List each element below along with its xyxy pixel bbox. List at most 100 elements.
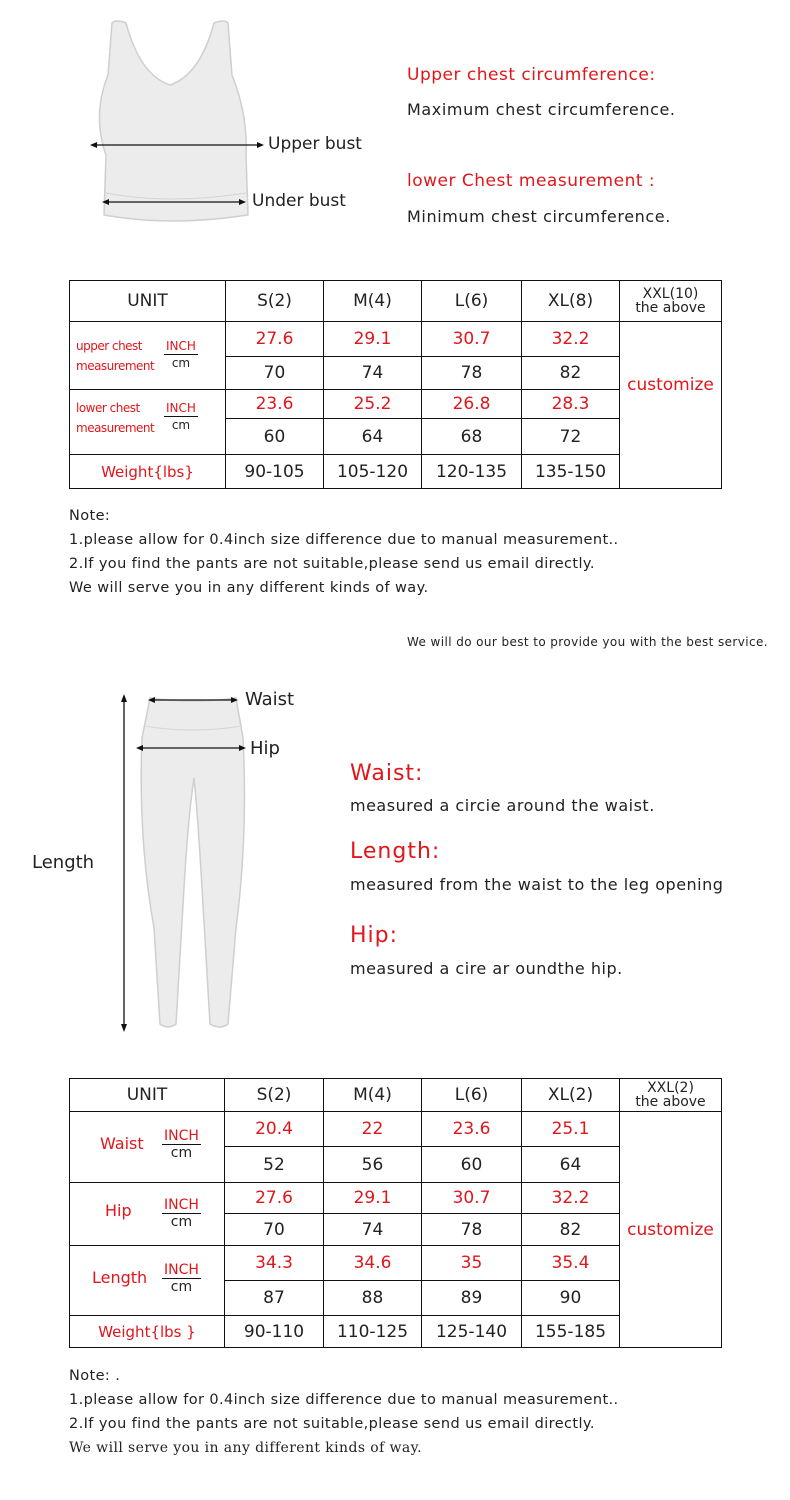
- cm-cell: 52: [224, 1146, 324, 1183]
- weight-cell: 90-110: [224, 1315, 324, 1348]
- weight-label: Weight{lbs }: [69, 1315, 225, 1348]
- unit-cm: cm: [171, 356, 191, 370]
- inch-cell: 32.2: [521, 321, 620, 357]
- inch-cell: 22: [323, 1111, 422, 1147]
- header-size-xxl: XXL(2) the above: [619, 1078, 722, 1112]
- weight-cell: 155-185: [521, 1315, 620, 1348]
- sports-bra-illustration: [90, 20, 264, 222]
- waist-desc: measured a circie around the waist.: [350, 796, 655, 815]
- unit-inch: INCH: [162, 1128, 201, 1145]
- unit-upper-chest: upper chest measurement INCH cm: [69, 321, 226, 390]
- unit-inch: INCH: [162, 1197, 201, 1214]
- cm-cell: 60: [225, 418, 324, 455]
- inch-cell: 34.3: [224, 1245, 324, 1281]
- inch-cell: 30.7: [421, 321, 522, 357]
- header-line: XXL(10): [642, 286, 699, 302]
- row-name: Waist: [100, 1134, 144, 1153]
- service-text: We will do our best to provide you with …: [407, 635, 768, 649]
- inch-cell: 30.7: [421, 1182, 522, 1214]
- cm-cell: 64: [323, 418, 422, 455]
- length-desc: measured from the waist to the leg openi…: [350, 875, 724, 894]
- upper-chest-desc: Maximum chest circumference.: [407, 100, 676, 119]
- row-name: upper chest: [76, 339, 143, 353]
- header-line: the above: [635, 300, 706, 316]
- bra-size-table: UNIT S(2) M(4) L(6) XL(8) XXL(10) the abo…: [69, 280, 722, 489]
- cm-cell: 70: [224, 1213, 324, 1246]
- inch-cell: 25.1: [521, 1111, 620, 1147]
- cm-cell: 72: [521, 418, 620, 455]
- lower-chest-title: lower Chest measurement :: [407, 171, 656, 191]
- cm-cell: 70: [225, 356, 324, 390]
- inch-cell: 26.8: [421, 389, 522, 419]
- weight-cell: 90-105: [225, 454, 324, 489]
- cm-cell: 82: [521, 356, 620, 390]
- note-line: 2.If you find the pants are not suitable…: [69, 1416, 595, 1432]
- lower-chest-desc: Minimum chest circumference.: [407, 207, 671, 226]
- cm-cell: 74: [323, 1213, 422, 1246]
- header-unit: UNIT: [69, 1078, 225, 1112]
- unit-waist: Waist INCH cm: [69, 1111, 225, 1183]
- unit-cm: cm: [170, 1214, 193, 1230]
- leggings-illustration: [121, 694, 246, 1032]
- cm-cell: 74: [323, 356, 422, 390]
- cm-cell: 68: [421, 418, 522, 455]
- unit-cm: cm: [170, 1145, 193, 1161]
- inch-cell: 20.4: [224, 1111, 324, 1147]
- weight-label: Weight{lbs}: [69, 454, 226, 489]
- inch-cell: 35: [421, 1245, 522, 1281]
- header-size: M(4): [323, 1078, 422, 1112]
- cm-cell: 88: [323, 1280, 422, 1316]
- weight-cell: 110-125: [323, 1315, 422, 1348]
- note-line: 1.please allow for 0.4inch size differen…: [69, 532, 619, 548]
- header-size: L(6): [421, 280, 522, 322]
- upper-bust-label: Upper bust: [268, 134, 362, 154]
- unit-lower-chest: lower chest measurement INCH cm: [69, 389, 226, 455]
- unit-length: Length INCH cm: [69, 1245, 225, 1316]
- cm-cell: 89: [421, 1280, 522, 1316]
- note-line: 2.If you find the pants are not suitable…: [69, 556, 595, 572]
- customize-cell: customize: [619, 321, 722, 489]
- row-name: Hip: [105, 1201, 132, 1220]
- header-size: XL(2): [521, 1078, 620, 1112]
- inch-cell: 27.6: [224, 1182, 324, 1214]
- unit-cm: cm: [171, 418, 191, 432]
- hip-title: Hip:: [350, 923, 399, 948]
- inch-cell: 29.1: [323, 321, 422, 357]
- unit-inch: INCH: [162, 1262, 201, 1279]
- inch-cell: 32.2: [521, 1182, 620, 1214]
- under-bust-label: Under bust: [252, 191, 346, 211]
- weight-cell: 105-120: [323, 454, 422, 489]
- length-title: Length:: [350, 839, 441, 864]
- weight-cell: 135-150: [521, 454, 620, 489]
- waist-label: Waist: [245, 689, 295, 710]
- unit-hip: Hip INCH cm: [69, 1182, 225, 1246]
- weight-cell: 120-135: [421, 454, 522, 489]
- inch-cell: 34.6: [323, 1245, 422, 1281]
- inch-cell: 25.2: [323, 389, 422, 419]
- unit-inch: INCH: [164, 339, 198, 355]
- cm-cell: 60: [421, 1146, 522, 1183]
- cm-cell: 64: [521, 1146, 620, 1183]
- cm-cell: 78: [421, 1213, 522, 1246]
- header-size-xxl: XXL(10) the above: [619, 280, 722, 322]
- inch-cell: 23.6: [421, 1111, 522, 1147]
- upper-chest-title: Upper chest circumference:: [407, 65, 656, 85]
- header-size: L(6): [421, 1078, 522, 1112]
- row-name: lower chest: [76, 401, 140, 415]
- header-size: S(2): [224, 1078, 324, 1112]
- length-label: Length: [32, 852, 95, 873]
- waist-title: Waist:: [350, 761, 424, 786]
- note-heading: Note: .: [69, 1368, 121, 1384]
- row-name: Length: [92, 1268, 148, 1287]
- note-heading: Note:: [69, 508, 111, 524]
- header-unit: UNIT: [69, 280, 226, 322]
- row-name: measurement: [76, 421, 155, 435]
- leggings-size-table: UNIT S(2) M(4) L(6) XL(2) XXL(2) the abov…: [69, 1078, 722, 1348]
- header-size: S(2): [225, 280, 324, 322]
- inch-cell: 35.4: [521, 1245, 620, 1281]
- note-line: We will serve you in any different kinds…: [69, 580, 429, 596]
- cm-cell: 87: [224, 1280, 324, 1316]
- header-size: M(4): [323, 280, 422, 322]
- hip-label: Hip: [250, 738, 280, 759]
- note-line: We will serve you in any different kinds…: [69, 1440, 422, 1456]
